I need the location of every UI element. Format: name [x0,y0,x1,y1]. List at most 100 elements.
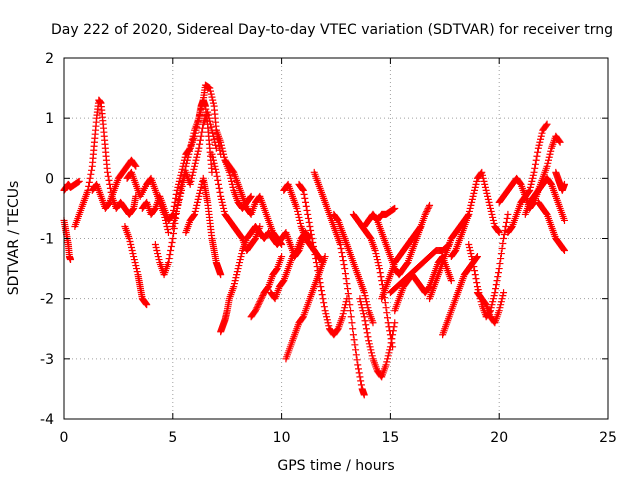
data-point [320,303,328,311]
data-point [555,137,563,145]
axis-ticks [63,57,609,420]
data-point [307,230,315,238]
data-point [503,214,511,222]
series-arc-22 [330,210,377,327]
data-point [295,213,303,221]
data-point [183,159,191,167]
y-tick-label: -4 [40,412,54,428]
data-point [538,129,546,137]
data-point [360,310,368,318]
data-point [104,172,112,180]
data-point [197,132,205,140]
data-point [348,319,356,327]
data-point [194,147,202,155]
data-point [151,241,159,249]
data-point [543,120,551,128]
data-point [471,186,479,194]
data-point [473,283,481,291]
data-point [306,222,314,230]
data-point [209,99,217,107]
data-point [311,251,319,259]
data-point [67,256,75,264]
y-tick-label: -3 [40,352,54,368]
data-point [228,177,236,185]
data-point [189,168,197,176]
data-point [535,141,543,149]
data-point [171,213,179,221]
series-arc-26 [365,204,399,224]
data-point [342,275,350,283]
data-point [497,255,505,263]
data-point [131,161,139,169]
data-point [105,199,113,207]
data-point [314,267,322,275]
data-point [229,167,237,175]
data-points [60,81,568,399]
data-point [217,141,225,149]
data-point [127,241,135,249]
data-point [489,295,497,303]
series-arc-1 [60,177,83,194]
data-point [219,201,227,209]
data-point [381,299,389,307]
data-point [186,144,194,152]
data-point [489,216,497,224]
data-point [386,343,394,351]
data-point [189,132,197,140]
data-point [360,391,368,399]
data-point [131,259,139,267]
data-point [491,289,499,297]
data-point [468,198,476,206]
data-point [175,195,183,203]
data-point [345,295,353,303]
data-point [143,301,151,309]
data-point [170,219,178,227]
data-point [349,331,357,339]
data-point [465,207,473,215]
data-point [177,189,185,197]
data-point [492,281,500,289]
data-point [187,141,195,149]
data-point [365,340,373,348]
data-point [383,314,391,322]
data-point [304,210,312,218]
data-point [344,285,352,293]
data-point [374,259,382,267]
data-point [312,255,320,263]
data-point [385,349,393,357]
data-point [187,177,195,185]
data-point [353,356,361,364]
data-point [362,321,370,329]
data-point [229,183,237,191]
data-point [246,193,254,201]
data-point [210,159,218,167]
data-point [236,256,244,264]
data-point [86,174,94,182]
data-point [315,271,323,279]
data-point [317,287,325,295]
series-arc-27 [378,201,434,303]
data-point [217,192,225,200]
data-point [217,271,225,279]
data-point [347,313,355,321]
series-arc-17 [267,228,314,303]
data-point [532,156,540,164]
data-point [383,358,391,366]
data-point [339,257,347,265]
data-point [473,177,481,185]
data-point [130,256,138,264]
data-point [486,201,494,209]
data-point [531,164,539,172]
data-point [87,170,95,178]
data-point [251,307,259,315]
data-point [340,307,348,315]
data-point [264,284,272,292]
data-point [220,153,228,161]
series-arc-20 [295,180,351,339]
data-point [472,275,480,283]
data-point [296,216,304,224]
data-point [357,298,365,306]
data-point [479,171,487,179]
data-point [489,298,497,306]
data-point [179,178,187,186]
